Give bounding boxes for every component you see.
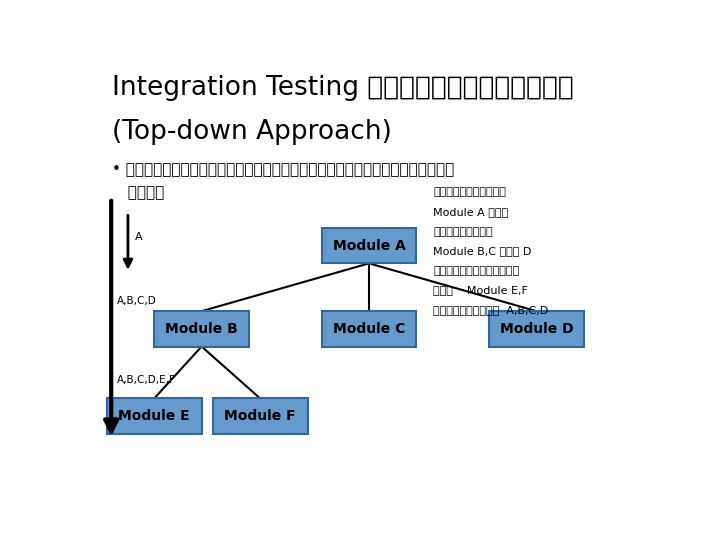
Text: Module A: Module A xyxy=(333,239,405,253)
Text: ทดสอบรวมกบ  A,B,C,D: ทดสอบรวมกบ A,B,C,D xyxy=(433,305,549,315)
Text: A,B,C,D: A,B,C,D xyxy=(117,295,156,306)
Text: Module C: Module C xyxy=(333,322,405,336)
Text: Module B,C และ D: Module B,C และ D xyxy=(433,246,531,256)
Text: Module F: Module F xyxy=(225,409,296,423)
Text: เรมทดสอบจาก: เรมทดสอบจาก xyxy=(433,187,506,198)
FancyBboxPatch shape xyxy=(322,228,416,264)
FancyBboxPatch shape xyxy=(107,399,202,434)
Text: A: A xyxy=(135,232,143,242)
Text: Module D: Module D xyxy=(500,322,573,336)
Text: Module B: Module B xyxy=(165,322,238,336)
Text: Integration Testing แบบจากบนลงลาง: Integration Testing แบบจากบนลงลาง xyxy=(112,75,574,101)
Text: งลาง: งลาง xyxy=(118,185,164,200)
FancyBboxPatch shape xyxy=(213,399,307,434)
Text: Module A กอน: Module A กอน xyxy=(433,207,508,217)
Text: แลวคอยเพม: แลวคอยเพม xyxy=(433,227,492,237)
Text: ตามลำดบตอไปคอ: ตามลำดบตอไปคอ xyxy=(433,266,519,275)
Text: A,B,C,D,E,F: A,B,C,D,E,F xyxy=(117,375,176,384)
FancyBboxPatch shape xyxy=(154,311,249,347)
FancyBboxPatch shape xyxy=(322,311,416,347)
Text: • เปนการทดสอบโปรแกรมโดยทดสอบโมดลจากบนล: • เปนการทดสอบโปรแกรมโดยทดสอบโมดลจากบนล xyxy=(112,163,454,178)
Text: Module E: Module E xyxy=(118,409,190,423)
Text: เพม    Module E,F: เพม Module E,F xyxy=(433,285,528,295)
FancyBboxPatch shape xyxy=(489,311,584,347)
Text: (Top-down Approach): (Top-down Approach) xyxy=(112,119,392,145)
